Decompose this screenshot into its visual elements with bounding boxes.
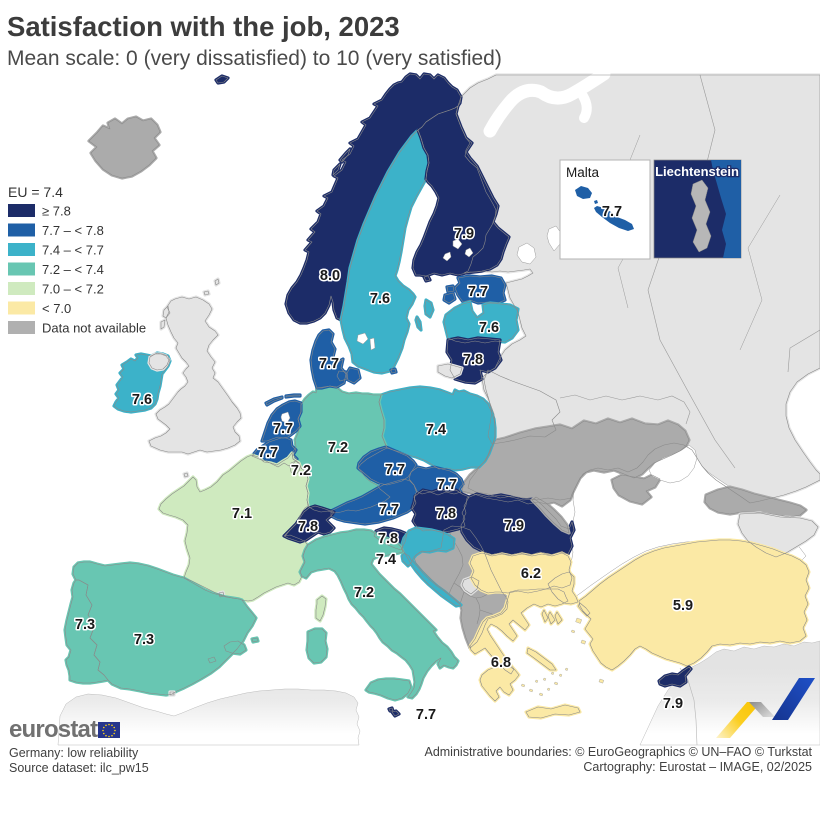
svg-text:7.2: 7.2 (354, 585, 374, 601)
svg-text:Source dataset: ilc_pw15: Source dataset: ilc_pw15 (9, 761, 149, 775)
svg-text:7.7: 7.7 (602, 204, 622, 220)
svg-text:Cartography: Eurostat – IMAGE,: Cartography: Eurostat – IMAGE, 02/2025 (583, 760, 812, 774)
svg-text:7.7: 7.7 (319, 356, 339, 372)
svg-text:7.8: 7.8 (463, 352, 483, 368)
svg-text:Administrative boundaries: © E: Administrative boundaries: © EuroGeograp… (424, 745, 812, 759)
svg-text:7.9: 7.9 (663, 696, 683, 712)
svg-text:7.6: 7.6 (370, 291, 390, 307)
svg-text:7.2: 7.2 (291, 463, 311, 479)
svg-text:7.7: 7.7 (258, 445, 278, 461)
svg-text:7.8: 7.8 (378, 531, 398, 547)
svg-text:Malta: Malta (566, 165, 600, 180)
svg-text:7.3: 7.3 (75, 617, 95, 633)
svg-text:7.4: 7.4 (426, 422, 446, 438)
svg-text:6.2: 6.2 (521, 566, 541, 582)
svg-text:7.2 – < 7.4: 7.2 – < 7.4 (42, 262, 104, 277)
svg-text:Mean scale: 0 (very dissatisfi: Mean scale: 0 (very dissatisfied) to 10 … (7, 47, 502, 70)
svg-text:7.0 – < 7.2: 7.0 – < 7.2 (42, 282, 104, 297)
svg-text:7.8: 7.8 (436, 506, 456, 522)
svg-text:Satisfaction with the job, 202: Satisfaction with the job, 2023 (7, 11, 400, 42)
svg-text:EU = 7.4: EU = 7.4 (8, 184, 63, 200)
svg-text:eurostat: eurostat (9, 716, 98, 743)
svg-text:7.7: 7.7 (468, 284, 488, 300)
svg-text:7.7: 7.7 (416, 707, 436, 723)
svg-text:7.4 – < 7.7: 7.4 – < 7.7 (42, 243, 104, 258)
svg-text:7.9: 7.9 (454, 226, 474, 242)
svg-text:Liechtenstein: Liechtenstein (655, 164, 739, 179)
svg-text:7.7: 7.7 (379, 502, 399, 518)
svg-text:≥ 7.8: ≥ 7.8 (42, 204, 71, 219)
svg-text:7.2: 7.2 (328, 440, 348, 456)
svg-text:7.4: 7.4 (376, 552, 396, 568)
svg-text:7.7: 7.7 (385, 462, 405, 478)
svg-text:5.9: 5.9 (673, 598, 693, 614)
svg-text:Germany: low reliability: Germany: low reliability (9, 746, 139, 760)
svg-text:8.0: 8.0 (320, 268, 340, 284)
svg-text:7.7: 7.7 (437, 477, 457, 493)
svg-text:7.3: 7.3 (134, 632, 154, 648)
svg-text:Data not available: Data not available (42, 321, 146, 336)
svg-text:7.7 – < 7.8: 7.7 – < 7.8 (42, 223, 104, 238)
svg-text:7.1: 7.1 (232, 506, 252, 522)
svg-text:7.9: 7.9 (504, 518, 524, 534)
svg-text:7.7: 7.7 (273, 421, 293, 437)
svg-text:6.8: 6.8 (491, 655, 511, 671)
svg-text:< 7.0: < 7.0 (42, 301, 71, 316)
svg-text:7.8: 7.8 (298, 519, 318, 535)
svg-text:7.6: 7.6 (479, 320, 499, 336)
svg-text:7.6: 7.6 (132, 392, 152, 408)
